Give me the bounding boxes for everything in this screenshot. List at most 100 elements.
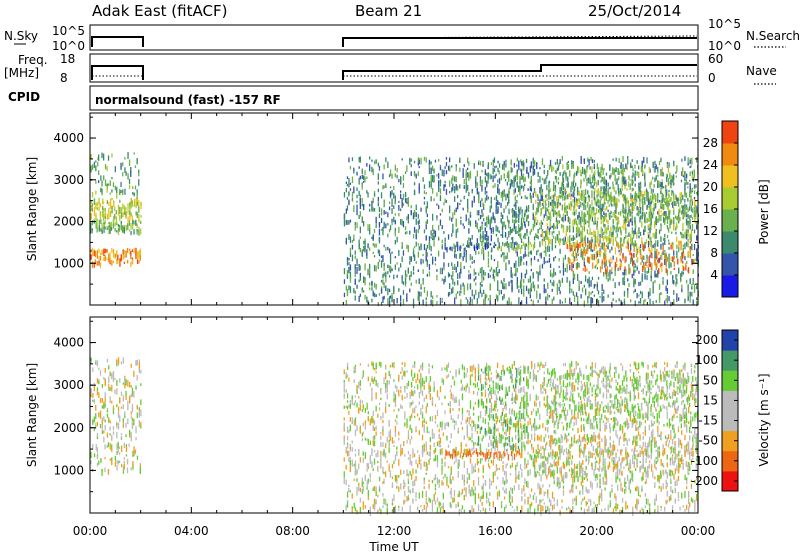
data-cell — [117, 224, 120, 227]
data-cell — [459, 202, 461, 205]
data-cell — [421, 447, 424, 455]
data-cell — [569, 170, 571, 177]
data-cell — [577, 215, 579, 219]
data-cell — [583, 168, 585, 175]
data-cell — [394, 454, 397, 461]
data-cell — [673, 280, 675, 285]
data-cell — [385, 471, 387, 478]
data-cell — [689, 192, 691, 198]
data-cell — [652, 214, 654, 219]
data-cell — [407, 486, 410, 493]
data-cell — [430, 230, 432, 236]
data-cell — [366, 486, 368, 490]
data-cell — [597, 180, 599, 186]
data-cell — [96, 447, 99, 454]
data-cell — [354, 290, 356, 295]
data-cell — [95, 160, 97, 163]
data-cell — [687, 207, 689, 210]
data-cell — [423, 244, 426, 251]
data-cell — [433, 433, 435, 439]
data-cell — [554, 185, 557, 189]
data-cell — [452, 408, 454, 411]
data-cell — [557, 195, 560, 199]
data-cell — [418, 492, 420, 499]
data-cell — [649, 261, 651, 265]
data-cell — [658, 208, 660, 215]
data-cell — [116, 221, 118, 226]
data-cell — [535, 216, 537, 222]
data-cell — [122, 212, 124, 217]
data-cell — [514, 197, 516, 200]
data-cell — [385, 157, 387, 163]
data-cell — [591, 185, 594, 189]
data-cell — [606, 246, 609, 249]
data-cell — [593, 182, 595, 186]
data-cell — [409, 288, 411, 293]
data-cell — [349, 490, 351, 493]
data-cell — [680, 192, 683, 198]
data-cell — [406, 383, 408, 390]
data-cell — [138, 214, 140, 221]
data-cell — [558, 286, 560, 291]
data-cell — [530, 180, 532, 183]
data-cell — [96, 261, 98, 266]
data-cell — [573, 202, 576, 209]
data-cell — [666, 173, 668, 178]
data-cell — [120, 212, 123, 219]
data-cell — [508, 208, 510, 215]
data-cell — [449, 157, 451, 163]
data-cell — [138, 260, 140, 264]
data-cell — [592, 262, 594, 269]
data-cell — [619, 266, 621, 271]
data-cell — [402, 182, 405, 189]
data-cell — [96, 222, 98, 228]
data-cell — [449, 389, 451, 393]
data-cell — [404, 499, 406, 504]
data-cell — [349, 247, 352, 253]
data-cell — [369, 164, 371, 172]
data-cell — [117, 411, 120, 417]
data-cell — [358, 463, 360, 470]
data-cell — [689, 220, 691, 226]
data-cell — [623, 237, 626, 240]
data-cell — [411, 474, 413, 480]
data-cell — [547, 283, 549, 289]
data-cell — [593, 221, 595, 225]
data-cell — [577, 262, 579, 269]
data-cell — [377, 263, 379, 268]
data-cell — [389, 436, 392, 441]
data-cell — [468, 228, 470, 234]
data-cell — [432, 177, 434, 183]
data-cell — [564, 208, 566, 214]
data-cell — [430, 291, 432, 298]
data-cell — [136, 212, 138, 218]
data-cell — [602, 192, 604, 195]
data-cell — [377, 509, 379, 513]
data-cell — [530, 161, 532, 169]
data-cell — [439, 213, 442, 216]
data-cell — [109, 426, 111, 431]
data-cell — [391, 362, 394, 368]
data-cell — [359, 506, 361, 514]
data-cell — [682, 175, 684, 178]
data-cell — [492, 212, 494, 220]
data-cell — [414, 453, 416, 457]
data-cell — [426, 201, 428, 209]
data-cell — [133, 446, 135, 453]
data-cell — [468, 274, 470, 280]
data-cell — [643, 191, 646, 197]
data-cell — [356, 425, 358, 430]
data-cell — [562, 196, 564, 201]
data-cell — [607, 242, 609, 247]
data-cell — [409, 491, 411, 494]
data-cell — [99, 424, 102, 428]
data-cell — [557, 236, 560, 244]
data-cell — [609, 215, 611, 220]
data-cell — [369, 418, 371, 424]
data-cell — [354, 453, 357, 457]
data-cell — [415, 234, 417, 238]
data-cell — [478, 160, 480, 164]
data-cell — [524, 224, 526, 228]
data-cell — [579, 242, 581, 248]
data-cell — [556, 167, 558, 171]
